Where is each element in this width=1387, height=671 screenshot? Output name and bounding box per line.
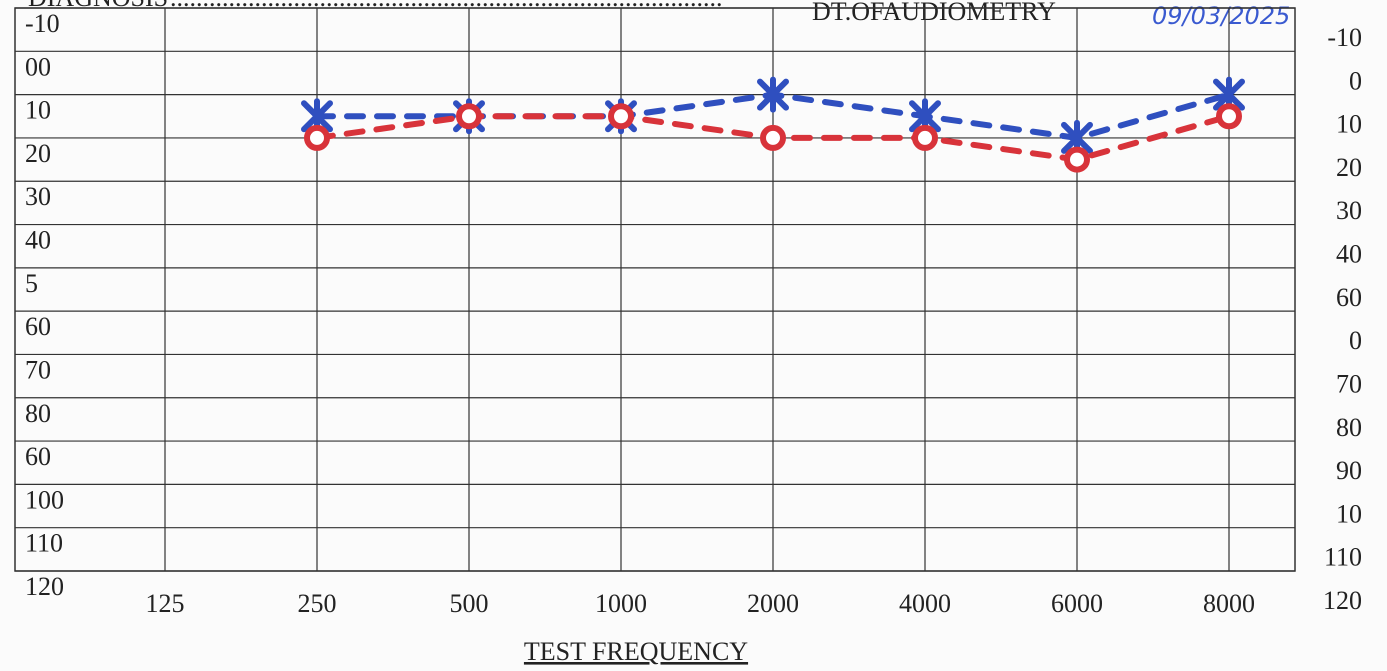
o-marker xyxy=(760,124,786,151)
y-tick-label: 5 xyxy=(25,269,38,298)
y-tick-label: 30 xyxy=(25,182,51,211)
y-tick-label: 100 xyxy=(25,485,64,514)
y2-tick-label: 70 xyxy=(1336,369,1362,398)
x-tick-label: 1000 xyxy=(595,589,647,618)
x-tick-label: 6000 xyxy=(1051,589,1103,618)
y-tick-label: 70 xyxy=(25,355,51,384)
y2-tick-label: 120 xyxy=(1323,586,1362,615)
y-tick-label: 40 xyxy=(25,226,51,255)
y2-tick-label: 90 xyxy=(1336,456,1362,485)
o-marker xyxy=(1216,103,1242,130)
y-tick-label: 60 xyxy=(25,312,51,341)
x-tick-label: 500 xyxy=(450,589,489,618)
o-marker xyxy=(1064,146,1090,173)
x-tick-label: 250 xyxy=(298,589,337,618)
y2-tick-label: 80 xyxy=(1336,413,1362,442)
leader-dots: ........................................… xyxy=(170,0,723,12)
x-tick-label: 8000 xyxy=(1203,589,1255,618)
y2-tick-label: 110 xyxy=(1324,543,1362,572)
y2-tick-label: 10 xyxy=(1336,110,1362,139)
plot-frame xyxy=(14,7,1296,572)
date: 09/03/2025 xyxy=(1152,2,1290,30)
y2-tick-label: 60 xyxy=(1336,283,1362,312)
x-tick-label: 125 xyxy=(146,589,185,618)
o-marker xyxy=(608,103,634,130)
y2-tick-label: 40 xyxy=(1336,240,1362,269)
y2-tick-label: -10 xyxy=(1327,23,1362,52)
y2-tick-label: 30 xyxy=(1336,196,1362,225)
o-marker xyxy=(912,124,938,151)
x-axis-title: TEST FREQUENCY xyxy=(524,637,748,666)
diagnosis-label: DIAGNOSIS xyxy=(28,0,168,12)
y-tick-label: 10 xyxy=(25,96,51,125)
o-marker xyxy=(304,124,330,151)
o-marker xyxy=(456,103,482,130)
y2-tick-label: 10 xyxy=(1336,499,1362,528)
x-tick-label: 4000 xyxy=(899,589,951,618)
y2-tick-label: 0 xyxy=(1349,66,1362,95)
y-tick-label: 120 xyxy=(25,572,64,601)
y2-tick-label: 20 xyxy=(1336,153,1362,182)
y-tick-label: 60 xyxy=(25,442,51,471)
date-label: DT.OFAUDIOMETRY xyxy=(812,0,1056,26)
y-tick-label: 20 xyxy=(25,139,51,168)
y-tick-label: 80 xyxy=(25,399,51,428)
y-tick-label: 110 xyxy=(25,529,63,558)
y2-tick-label: 0 xyxy=(1349,326,1362,355)
y-tick-label: -10 xyxy=(25,9,60,38)
x-marker xyxy=(757,76,789,113)
x-tick-label: 2000 xyxy=(747,589,799,618)
y-tick-label: 00 xyxy=(25,52,51,81)
